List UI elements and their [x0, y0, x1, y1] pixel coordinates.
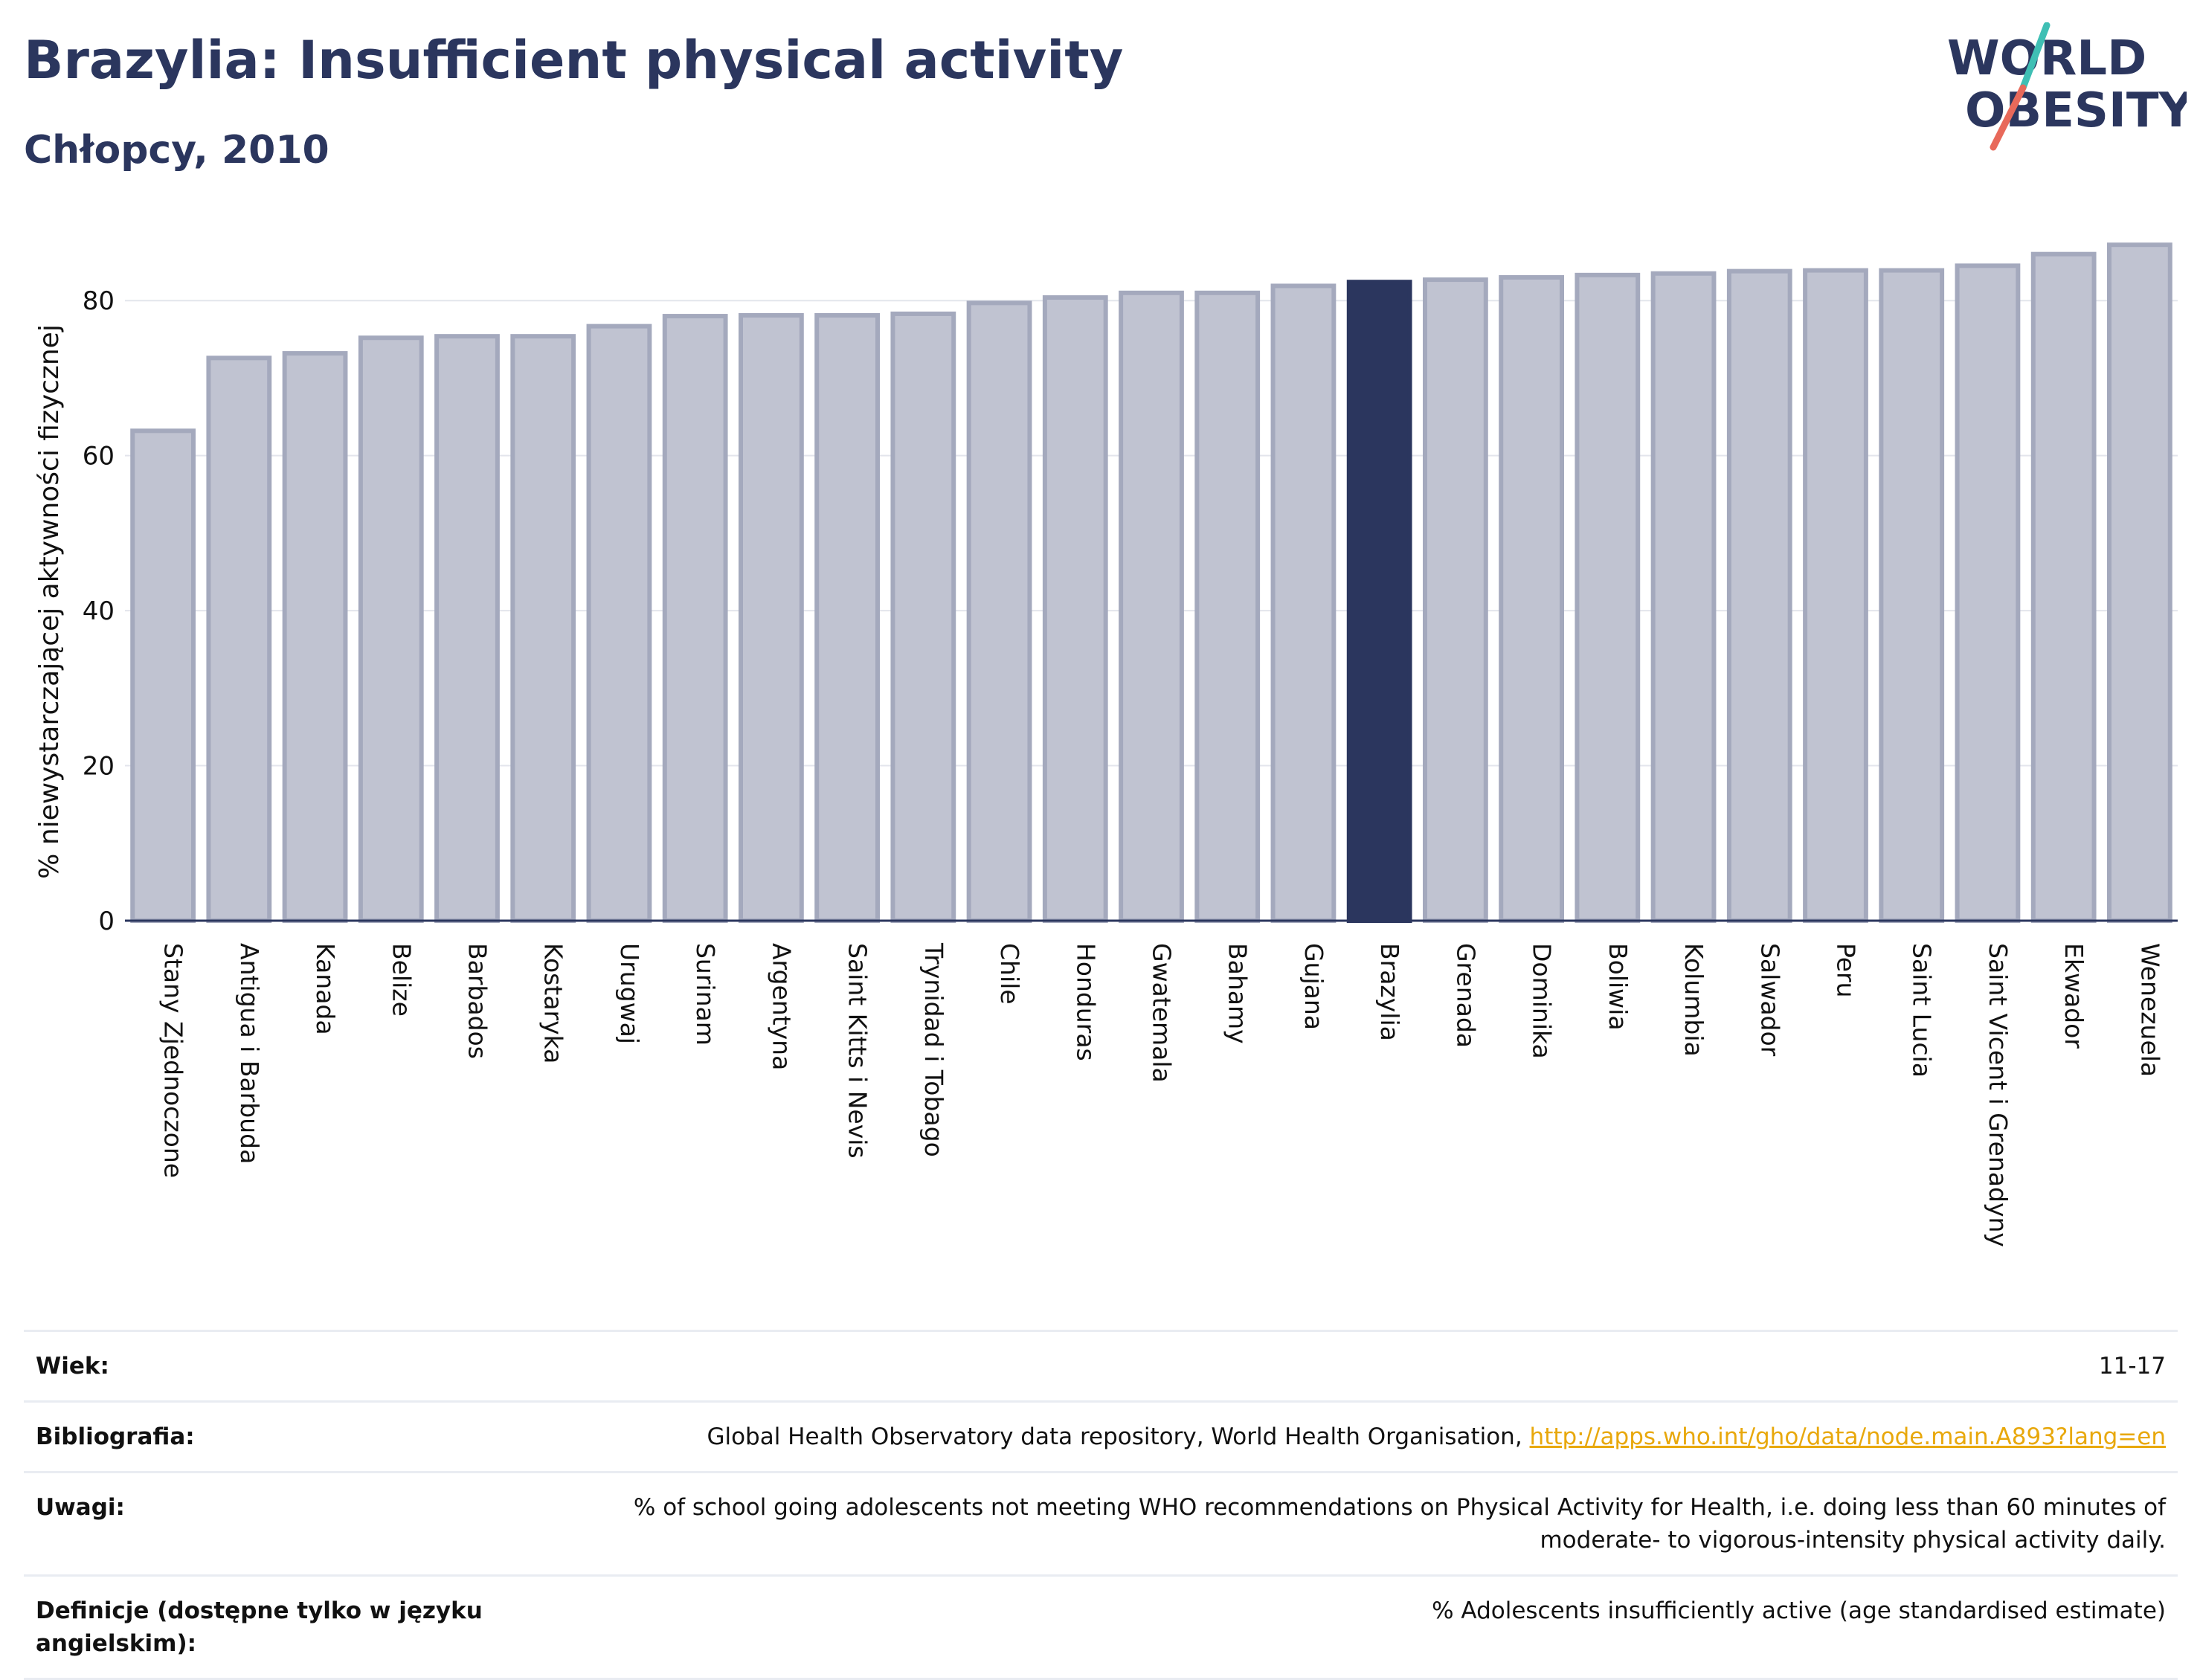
bibliography-text: Global Health Observatory data repositor… [707, 1423, 1530, 1450]
y-tick-label: 60 [83, 442, 115, 472]
bar-gujana [1270, 283, 1337, 924]
bar-bahamy [1194, 290, 1261, 923]
x-tick-label: Antigua i Barbuda [235, 943, 264, 1164]
x-tick-label: Ekwador [2059, 943, 2088, 1049]
x-tick-label: Kolumbia [1679, 943, 1708, 1057]
world-obesity-logo: WORLD OBESITY [1947, 22, 2187, 151]
x-tick-label: Kanada [311, 943, 340, 1035]
bar-barbados [434, 334, 500, 924]
meta-key: Bibliografia: [36, 1423, 195, 1450]
x-tick-label: Bahamy [1223, 943, 1252, 1044]
meta-row-age: Wiek: 11-17 [24, 1330, 2178, 1400]
x-tick-label: Brazylia [1375, 943, 1404, 1041]
x-tick-label: Grenada [1451, 943, 1480, 1048]
x-tick-label: Saint Lucia [1908, 943, 1937, 1078]
meta-value: 11-17 [2098, 1353, 2166, 1380]
meta-key: Wiek: [36, 1353, 109, 1380]
bar-saint-lucia [1879, 268, 1945, 923]
page-subtitle: Chłopcy, 2010 [24, 128, 329, 173]
y-tick-labels: 0 20 40 60 80 [83, 286, 115, 936]
bar-wenezuela [2107, 242, 2172, 923]
meta-key: Uwagi: [36, 1494, 125, 1521]
logo-slash-coral [1990, 84, 2027, 151]
bar-peru [1803, 268, 1868, 923]
meta-value: % of school going adolescents not meetin… [633, 1494, 2166, 1554]
x-tick-labels: Stany Zjednoczone Antigua i Barbuda Kanada… [159, 942, 2165, 1247]
bar-kanada [282, 351, 348, 923]
bar-urugwaj [586, 324, 652, 924]
meta-key: Definicje (dostępne tylko w języku angie… [36, 1597, 483, 1657]
x-tick-label: Wenezuela [2135, 943, 2164, 1077]
bar-surinam [662, 314, 728, 924]
bar-grenada [1423, 277, 1488, 923]
bar-honduras [1042, 295, 1108, 923]
x-tick-label: Saint Vicent i Grenadyny [1984, 943, 2013, 1247]
bar-argentyna [739, 313, 804, 924]
y-tick-label: 0 [98, 907, 115, 936]
page-title: Brazylia: Insufficient physical activity [24, 30, 1124, 91]
x-tick-label: Trynidad i Tobago [919, 942, 948, 1157]
bar-saint-vicent-i-grenadyny [1955, 263, 2021, 924]
bar-stany-zjednoczone [130, 428, 196, 923]
bar-kolumbia [1650, 271, 1717, 923]
source-link[interactable]: http://apps.who.int/gho/data/node.main.A… [1529, 1423, 2166, 1450]
bar-brazylia [1346, 280, 1412, 924]
bar-antigua-i-barbuda [206, 355, 272, 923]
x-tick-label: Salwador [1755, 943, 1784, 1057]
x-tick-label: Dominika [1528, 943, 1557, 1059]
bar-saint-kitts-i-nevis [814, 313, 880, 924]
bar-gwatemala [1119, 290, 1184, 923]
bar-chart: 0 20 40 60 80 Stany Zjednoczone Antigua i Bar… [34, 242, 2178, 1247]
x-tick-label: Gujana [1299, 943, 1328, 1030]
y-axis-label: % niewystarczającej aktywności fizycznej [34, 324, 65, 879]
y-tick-label: 20 [83, 752, 115, 782]
meta-value: % Adolescents insufficiently active (age… [1432, 1597, 2166, 1624]
bar-dominika [1499, 274, 1564, 923]
metadata-table: Wiek: 11-17 Bibliografia: Global Health … [24, 1330, 2178, 1680]
x-tick-label: Argentyna [767, 943, 796, 1070]
bar-kostaryka [510, 334, 576, 924]
x-tick-label: Gwatemala [1148, 943, 1177, 1083]
x-tick-label: Surinam [691, 943, 720, 1046]
bar-ekwador [2030, 251, 2097, 923]
y-tick-label: 40 [83, 596, 115, 626]
x-tick-label: Barbados [463, 943, 492, 1059]
bars [130, 242, 2172, 924]
x-tick-label: Urugwaj [615, 943, 644, 1044]
logo-word-world: WORLD [1947, 31, 2146, 86]
bar-boliwia [1575, 272, 1641, 923]
bar-trynidad-i-tobago [890, 311, 956, 923]
meta-row-bibliography: Bibliografia: Global Health Observatory … [24, 1400, 2178, 1471]
bar-belize [358, 335, 424, 923]
x-tick-label: Saint Kitts i Nevis [843, 943, 872, 1159]
bar-salwador [1726, 268, 1792, 923]
meta-row-notes: Uwagi: % of school going adolescents not… [24, 1471, 2178, 1574]
y-tick-label: 80 [83, 286, 115, 316]
meta-row-definitions: Definicje (dostępne tylko w języku angie… [24, 1574, 2178, 1680]
meta-value: Global Health Observatory data repositor… [707, 1420, 2166, 1453]
x-tick-label: Chile [995, 943, 1024, 1005]
x-tick-label: Stany Zjednoczone [159, 943, 188, 1178]
x-tick-label: Peru [1832, 943, 1861, 998]
x-tick-label: Kostaryka [539, 943, 568, 1063]
bar-chile [966, 300, 1032, 923]
logo-slash-teal [2019, 22, 2051, 91]
x-tick-label: Honduras [1071, 943, 1100, 1061]
x-tick-label: Belize [387, 943, 416, 1017]
x-tick-label: Boliwia [1604, 943, 1633, 1031]
